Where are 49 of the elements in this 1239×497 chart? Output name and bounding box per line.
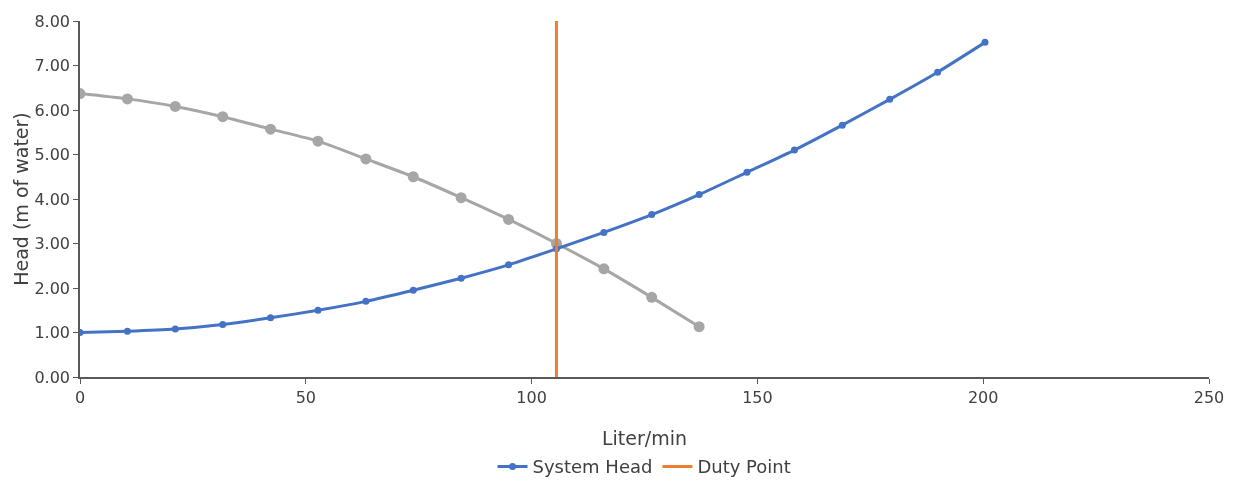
point [169, 100, 181, 112]
point [838, 121, 846, 129]
point [219, 320, 227, 328]
point [362, 297, 370, 305]
point [598, 263, 610, 275]
point [886, 95, 894, 103]
point [743, 168, 751, 176]
x-tick-label: 200 [967, 387, 999, 407]
point [265, 123, 277, 135]
x-tick-label: 150 [742, 387, 773, 407]
y-tick-label: 5.00 [34, 145, 71, 165]
point [981, 38, 989, 46]
point [455, 192, 467, 204]
y-tick-label: 3.00 [34, 234, 71, 254]
x-axis-title: Liter/min [601, 426, 688, 449]
legend-label: Duty Point [697, 456, 791, 478]
x-tick-label: 250 [1193, 387, 1225, 407]
y-tick-label: 1.00 [34, 323, 71, 343]
y-tick-label: 8.00 [34, 11, 71, 31]
point [646, 291, 658, 303]
point [505, 261, 513, 269]
y-axis-title: Head (m of water) [10, 112, 33, 286]
point [217, 111, 229, 123]
point [314, 306, 322, 314]
point [790, 146, 798, 154]
x-tick-label: 50 [295, 387, 316, 407]
y-tick-label: 2.00 [34, 278, 71, 298]
point [648, 211, 656, 219]
point [407, 171, 419, 183]
point [360, 153, 372, 165]
point [121, 93, 133, 105]
point [123, 327, 131, 335]
point [457, 274, 465, 282]
point [695, 191, 703, 199]
point [312, 135, 324, 147]
y-tick-label: 7.00 [34, 56, 71, 76]
x-tick-label: 0 [74, 387, 86, 407]
y-tick-label: 4.00 [34, 189, 71, 209]
point [693, 321, 705, 333]
y-tick-label: 6.00 [34, 100, 71, 120]
point [600, 228, 608, 236]
point [934, 68, 942, 76]
y-tick-label: 0.00 [34, 367, 71, 387]
x-tick-label: 100 [516, 387, 547, 407]
point [267, 314, 275, 322]
legend-label: System Head [532, 456, 653, 478]
point [503, 213, 515, 225]
point [409, 286, 417, 294]
point [171, 325, 179, 333]
